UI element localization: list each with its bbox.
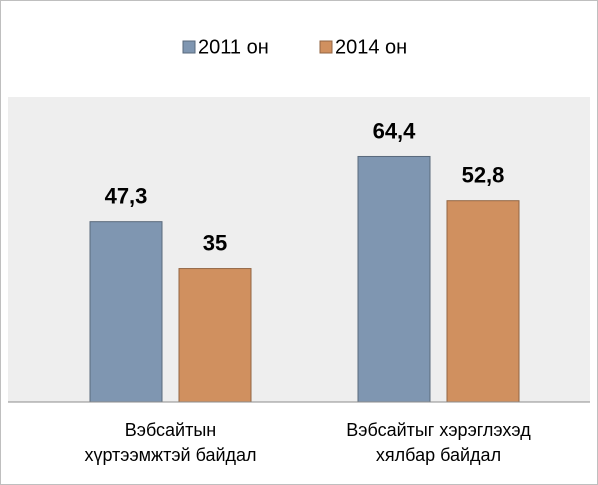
legend-swatch	[319, 40, 333, 54]
bar	[178, 268, 252, 403]
legend-swatch	[182, 40, 196, 54]
data-label: 35	[203, 230, 227, 255]
data-label: 52,8	[462, 163, 505, 188]
legend-label: 2014 он	[335, 36, 407, 58]
bar	[446, 200, 520, 403]
x-tick-label: Вэбсайтыг хэрэглэхэд хялбар байдал	[346, 420, 531, 465]
bar	[357, 155, 431, 403]
x-tick-label: Вэбсайтын хүртээмжтэй байдал	[84, 420, 257, 465]
bar	[89, 221, 163, 403]
legend-label: 2011 он	[198, 36, 269, 58]
data-label: 47,3	[105, 183, 148, 208]
data-label: 64,4	[373, 118, 417, 143]
